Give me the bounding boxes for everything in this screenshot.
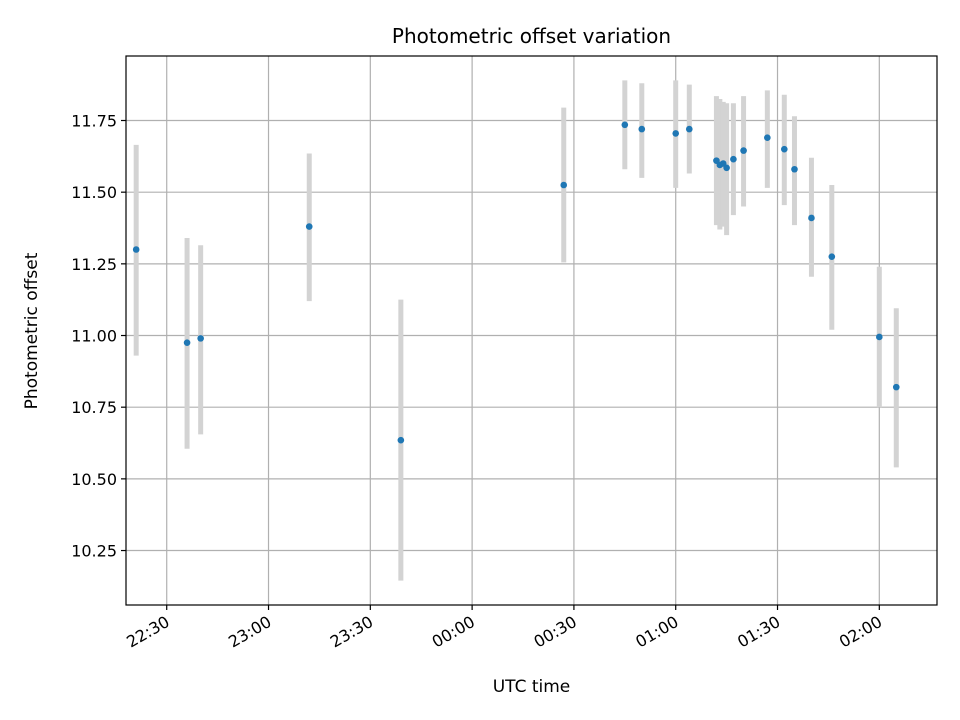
y-tick-label: 11.00 [71,327,117,346]
data-point [638,125,646,133]
data-point [183,339,191,346]
data-point [685,125,693,133]
data-point [828,253,836,260]
data-point [132,246,140,253]
y-axis-label: Photometric offset [22,252,42,409]
data-point [197,335,204,342]
plot-frame [125,55,938,606]
data-point [892,383,900,391]
chart-title: Photometric offset variation [392,24,671,48]
data-points [132,121,900,444]
data-point [621,121,629,129]
data-point [730,155,737,163]
data-point [876,333,883,341]
data-point [791,165,798,173]
y-tick-label: 11.75 [71,112,117,131]
y-tick-label: 11.25 [71,255,117,274]
y-tick-label: 11.50 [71,183,117,202]
data-point [672,130,680,137]
data-point [305,223,313,230]
data-point [764,134,771,142]
y-tick-label: 10.75 [71,398,117,417]
y-tick-label: 10.50 [71,470,117,489]
data-point [397,436,405,444]
data-point [808,214,815,222]
y-tick-label: 10.25 [71,542,117,561]
y-axis: 10.25 10.50 10.75 11.00 11.25 11.50 11.75 [71,112,126,561]
data-point [781,145,788,153]
data-point [560,181,568,189]
data-point [740,147,747,154]
x-axis-label: UTC time [493,677,571,697]
data-point [723,164,730,172]
